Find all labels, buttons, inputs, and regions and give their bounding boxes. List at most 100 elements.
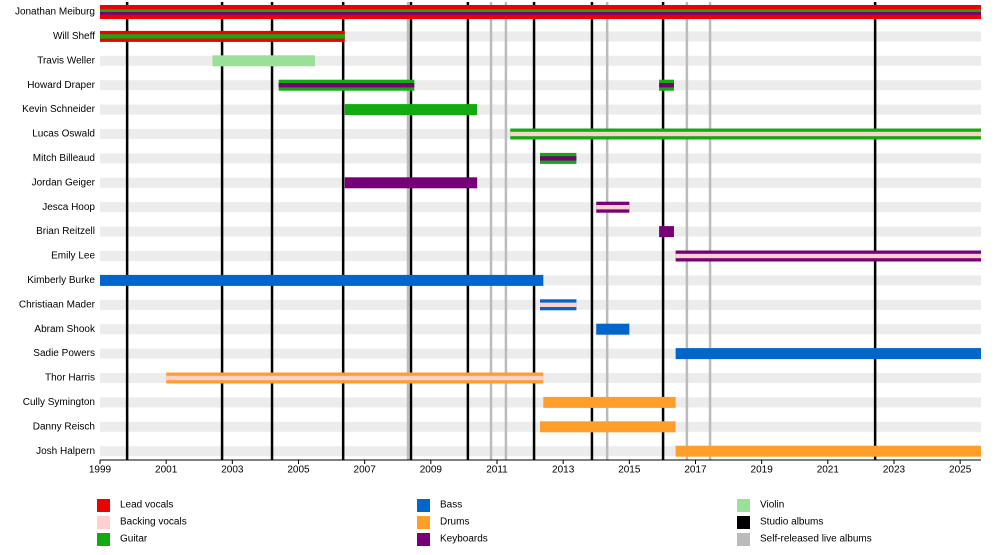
legend-swatch: [417, 533, 430, 546]
legend-label: Drums: [440, 517, 469, 528]
member-name: Jesca Hoop: [42, 202, 95, 213]
row-stripe: [100, 226, 981, 237]
member-bar: [596, 201, 630, 213]
row-stripe: [100, 446, 981, 457]
bar-segment: [675, 253, 981, 259]
legend-swatch: [737, 516, 750, 529]
member-name: Emily Lee: [51, 251, 95, 262]
bar-segment: [543, 396, 676, 408]
x-tick-label: 2015: [618, 465, 641, 476]
member-name: Danny Reisch: [33, 421, 95, 432]
member-bar: [100, 30, 345, 42]
member-bar: [344, 104, 478, 116]
member-name: Mitch Billeaud: [33, 153, 95, 164]
bar-segment: [659, 83, 674, 88]
bar-segment: [596, 205, 630, 210]
bar-segment: [100, 9, 981, 12]
row-stripe: [100, 104, 981, 115]
bar-segment: [278, 83, 415, 88]
member-name: Lucas Oswald: [32, 129, 95, 140]
bar-segment: [659, 226, 674, 238]
row-stripe: [100, 397, 981, 408]
x-tick-label: 2013: [552, 465, 575, 476]
bar-segment: [540, 302, 577, 307]
row-stripe: [100, 348, 981, 359]
x-tick-label: 2003: [221, 465, 244, 476]
member-name: Kevin Schneider: [22, 104, 95, 115]
bar-segment: [100, 274, 544, 286]
x-tick-label: 2019: [751, 465, 774, 476]
member-bar: [543, 396, 676, 408]
legend-swatch: [417, 516, 430, 529]
bar-segment: [100, 12, 981, 15]
member-name: Kimberly Burke: [27, 275, 95, 286]
legend-swatch: [417, 499, 430, 512]
row-stripe: [100, 251, 981, 261]
bar-segment: [100, 34, 345, 39]
legend-label: Keyboards: [440, 534, 488, 545]
member-bar: [675, 445, 981, 457]
bar-segment: [540, 156, 577, 161]
legend-swatch: [97, 533, 110, 546]
member-name: Cully Symington: [23, 397, 95, 408]
x-tick-label: 2023: [883, 465, 906, 476]
bar-segment: [212, 55, 316, 67]
member-bar: [510, 128, 981, 140]
member-bar: [100, 274, 544, 286]
row-stripe: [100, 55, 981, 66]
member-name: Christiaan Mader: [19, 299, 96, 310]
member-bar: [166, 372, 544, 384]
x-tick-label: 2017: [684, 465, 707, 476]
member-bar: [596, 323, 630, 335]
legend-swatch: [97, 499, 110, 512]
row-stripe: [100, 177, 981, 188]
legend-swatch: [737, 533, 750, 546]
member-name: Josh Halpern: [36, 446, 95, 457]
legend-swatch: [737, 499, 750, 512]
member-name: Jordan Geiger: [32, 177, 96, 188]
x-tick-label: 2011: [486, 465, 508, 476]
legend-label: Self-released live albums: [760, 534, 872, 545]
bar-segment: [166, 375, 544, 381]
legend-label: Guitar: [120, 534, 148, 545]
legend-label: Violin: [760, 500, 784, 511]
x-tick-label: 2001: [155, 465, 178, 476]
legend-label: Studio albums: [760, 517, 823, 528]
member-bar: [540, 421, 676, 433]
member-bar: [659, 226, 674, 238]
member-bar: [659, 79, 674, 91]
x-tick-label: 2007: [354, 465, 377, 476]
member-bar: [278, 79, 415, 91]
member-bar: [344, 177, 478, 189]
bar-segment: [344, 104, 478, 116]
member-name: Will Sheff: [53, 31, 95, 42]
x-tick-label: 2025: [949, 465, 972, 476]
member-bar: [675, 348, 981, 360]
bar-segment: [344, 177, 478, 189]
member-bar: [540, 152, 577, 164]
bar-segment: [510, 131, 981, 137]
member-bar: [212, 55, 316, 67]
member-bar: [540, 299, 577, 311]
bar-segment: [596, 323, 630, 335]
member-name: Travis Weller: [37, 55, 95, 66]
member-name: Howard Draper: [27, 80, 95, 91]
legend-swatch: [97, 516, 110, 529]
bar-segment: [675, 445, 981, 457]
member-name: Sadie Powers: [33, 348, 95, 359]
member-name: Abram Shook: [34, 324, 96, 335]
bar-segment: [675, 348, 981, 360]
x-tick-label: 2021: [817, 465, 840, 476]
row-stripe: [100, 202, 981, 213]
member-name: Brian Reitzell: [36, 226, 95, 237]
row-stripe: [100, 80, 981, 91]
row-stripe: [100, 324, 981, 335]
member-bar: [675, 250, 981, 262]
x-tick-label: 1999: [89, 465, 112, 476]
member-bar: [100, 5, 981, 19]
legend-label: Bass: [440, 500, 462, 511]
legend-label: Backing vocals: [120, 517, 187, 528]
row-stripe: [100, 31, 981, 42]
member-name: Jonathan Meiburg: [15, 7, 95, 18]
